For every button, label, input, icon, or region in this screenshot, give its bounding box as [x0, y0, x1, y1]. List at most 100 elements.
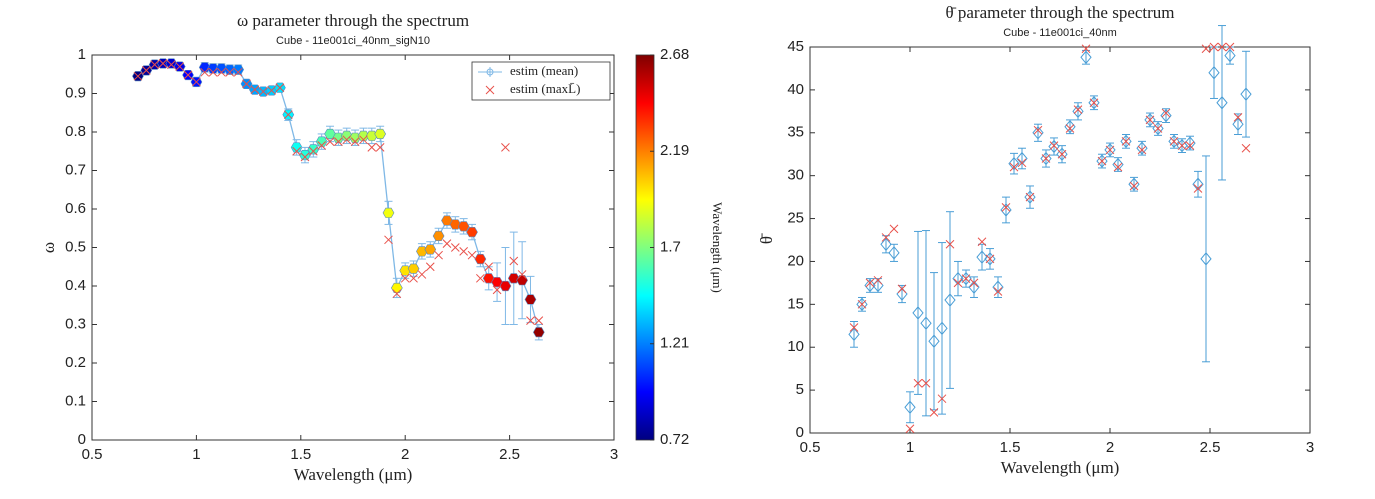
marker-x-stroke: [283, 110, 293, 120]
error-bar: [1138, 140, 1146, 156]
marker-x-stroke: [526, 316, 535, 326]
marker-hexagon: [382, 207, 395, 218]
marker-x: [1001, 203, 1011, 212]
marker-x: [1153, 124, 1163, 133]
marker-x-stroke: [1105, 145, 1115, 155]
marker-x-stroke: [300, 152, 310, 162]
marker-x-stroke: [509, 256, 519, 266]
marker-x: [534, 316, 544, 326]
marker-diamond: [1184, 136, 1196, 150]
marker-x: [1017, 158, 1027, 168]
marker-x: [509, 256, 519, 266]
marker-x-stroke: [534, 316, 544, 326]
marker-x-stroke: [434, 250, 443, 260]
marker-x: [1137, 145, 1147, 155]
marker-x: [208, 67, 218, 77]
marker-x: [993, 287, 1003, 296]
marker-diamond: [1096, 154, 1108, 168]
marker-x-stroke: [897, 284, 907, 294]
marker-hexagon: [482, 273, 495, 284]
marker-diamond: [1168, 134, 1180, 149]
marker-x-stroke: [985, 254, 995, 264]
marker-x: [913, 378, 923, 388]
marker-x: [417, 270, 427, 279]
marker-diamond: [1000, 203, 1012, 217]
error-bar: [1082, 49, 1090, 65]
marker-x: [392, 289, 402, 299]
legend-swatch: [486, 68, 494, 76]
marker-x: [384, 235, 393, 245]
marker-x: [250, 85, 260, 95]
marker-x-stroke: [192, 77, 201, 87]
marker-x: [1225, 42, 1235, 52]
marker-x-stroke: [1241, 143, 1251, 153]
marker-x-stroke: [267, 86, 276, 95]
marker-x: [1057, 149, 1067, 159]
marker-x: [1081, 44, 1091, 54]
y-tick-label: 20: [787, 252, 804, 269]
marker-hexagon: [307, 144, 320, 155]
y-tick-label: 40: [787, 81, 804, 98]
marker-x: [217, 67, 226, 77]
marker-x: [1009, 162, 1019, 172]
error-bar: [954, 260, 962, 297]
error-bar: [1194, 170, 1202, 198]
marker-x-stroke: [158, 59, 168, 68]
marker-x-stroke: [1009, 162, 1019, 172]
marker-hexagon: [299, 150, 311, 161]
marker-diamond: [1080, 50, 1092, 65]
marker-x-stroke: [1097, 156, 1107, 166]
marker-diamond: [1232, 117, 1244, 131]
x-tick-label: 1: [906, 439, 914, 456]
marker-x: [434, 250, 443, 260]
marker-x-stroke: [1041, 154, 1051, 163]
marker-x: [985, 254, 995, 264]
marker-x-stroke: [1161, 108, 1171, 118]
marker-x: [175, 62, 185, 71]
marker-diamond: [1016, 151, 1028, 166]
marker-x-stroke: [417, 270, 427, 279]
marker-x-stroke: [375, 143, 385, 152]
y-tick-label: 25: [787, 210, 804, 227]
marker-x-stroke: [1121, 137, 1131, 146]
marker-x: [501, 143, 510, 152]
y-tick-label: 1: [78, 46, 86, 63]
y-tick-label: 0.7: [65, 161, 86, 178]
marker-diamond: [936, 321, 948, 336]
marker-diamond: [1056, 147, 1068, 162]
marker-hexagon: [332, 132, 345, 143]
marker-x: [961, 274, 971, 283]
marker-x: [953, 278, 963, 288]
error-bar: [1002, 196, 1010, 224]
marker-hexagon: [507, 273, 520, 284]
marker-x-stroke: [517, 270, 527, 279]
marker-x-stroke: [450, 243, 460, 252]
chart-title: ω parameter through the spectrum: [237, 11, 469, 30]
marker-x: [400, 273, 410, 283]
marker-x-stroke: [1073, 105, 1083, 114]
marker-x: [1129, 181, 1139, 191]
marker-x-stroke: [905, 424, 915, 434]
marker-x: [258, 87, 268, 96]
marker-x: [308, 146, 318, 156]
marker-x: [1161, 108, 1171, 118]
marker-x: [342, 135, 352, 145]
marker-hexagon: [365, 130, 378, 141]
marker-hexagon: [449, 219, 462, 230]
y-tick-label: 0.5: [65, 238, 86, 255]
marker-x: [367, 143, 377, 152]
marker-x: [350, 137, 360, 146]
marker-diamond: [1104, 143, 1116, 157]
marker-x: [1025, 192, 1035, 202]
marker-x: [849, 323, 859, 332]
marker-x: [476, 273, 485, 283]
marker-x: [192, 77, 201, 87]
error-bar: [914, 230, 922, 395]
marker-diamond: [984, 252, 996, 266]
marker-x-stroke: [1233, 112, 1243, 122]
marker-hexagon: [315, 136, 328, 147]
marker-x: [334, 137, 343, 146]
marker-x-stroke: [275, 83, 285, 93]
marker-x: [1089, 98, 1099, 108]
marker-x-stroke: [175, 62, 185, 71]
